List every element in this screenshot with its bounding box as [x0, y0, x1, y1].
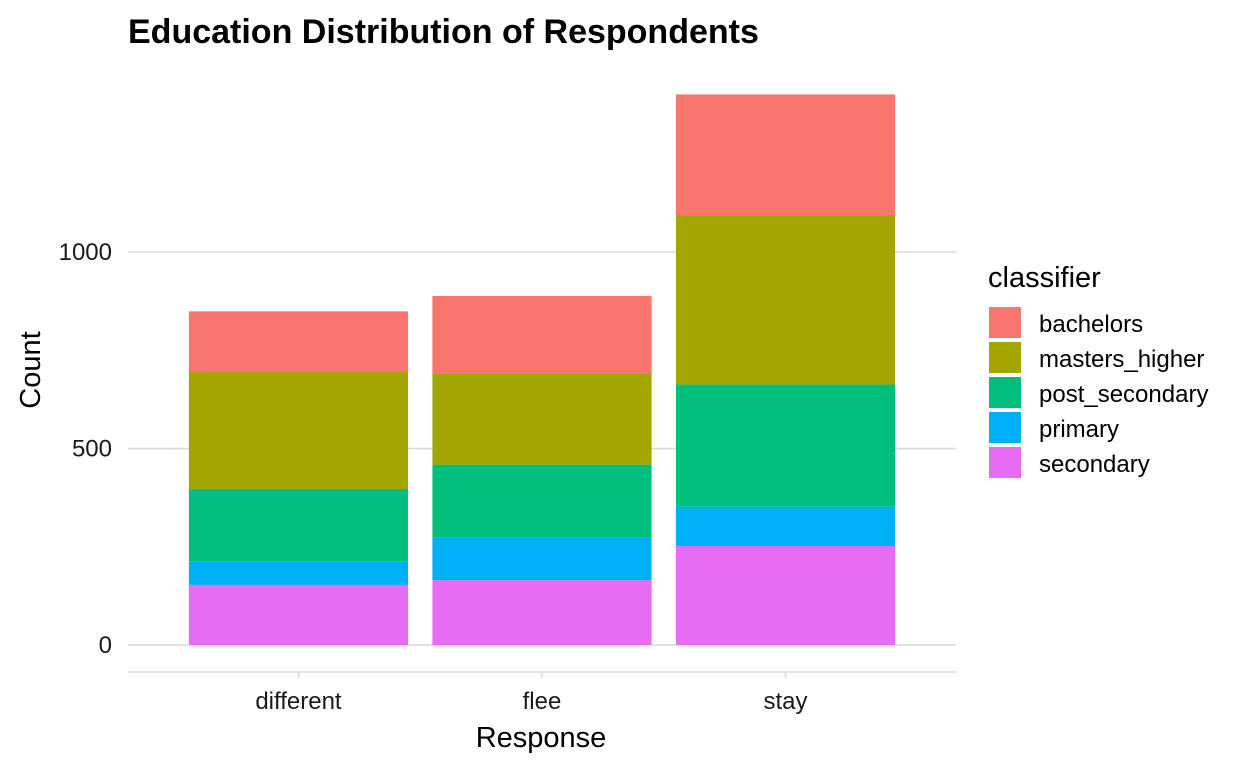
bar-segment-masters_higher — [188, 371, 409, 489]
bar-segment-masters_higher — [432, 373, 652, 465]
bar-segment-post_secondary — [432, 464, 652, 538]
y-tick-label: 500 — [72, 436, 112, 463]
legend-label: masters_higher — [1039, 346, 1204, 373]
bar-segment-primary — [188, 561, 409, 585]
bar-segment-secondary — [675, 545, 896, 645]
legend-swatch — [989, 447, 1021, 478]
bar-segment-post_secondary — [188, 488, 409, 562]
bar-segment-bachelors — [432, 296, 652, 374]
bar-segment-primary — [432, 537, 652, 581]
y-tick-label: 1000 — [59, 239, 112, 266]
bar-segment-post_secondary — [675, 384, 896, 507]
x-tick-label: flee — [523, 688, 562, 715]
legend-swatch — [989, 342, 1021, 373]
bar-segment-masters_higher — [675, 215, 896, 385]
bar-segment-bachelors — [675, 94, 896, 216]
x-tick-label: different — [255, 688, 342, 715]
bar-segment-primary — [675, 506, 896, 546]
legend-items: bachelors masters_higher post_secondarypri… — [989, 307, 1208, 478]
bar-segment-bachelors — [188, 311, 409, 372]
legend-label: secondary — [1039, 451, 1150, 478]
legend-title: classifier — [988, 262, 1101, 294]
legend-label: post_secondary — [1039, 381, 1208, 408]
axis-layer: 0 500 1000 different flee stay — [59, 239, 808, 715]
chart-title: Education Distribution of Respondents — [128, 13, 759, 51]
legend-label: bachelors — [1039, 311, 1143, 338]
y-tick-label: 0 — [99, 632, 112, 659]
y-axis-label: Count — [15, 331, 47, 408]
bar-segment-secondary — [188, 584, 409, 645]
x-tick-label: stay — [764, 688, 808, 715]
legend-swatch — [989, 377, 1021, 408]
legend-label: primary — [1039, 416, 1119, 443]
legend: classifier bachelors masters_higher post_s… — [988, 262, 1208, 478]
x-axis-label: Response — [476, 722, 607, 754]
bar-segment-secondary — [432, 580, 652, 645]
legend-swatch — [989, 307, 1021, 338]
legend-swatch — [989, 412, 1021, 443]
bars-layer — [188, 94, 896, 645]
